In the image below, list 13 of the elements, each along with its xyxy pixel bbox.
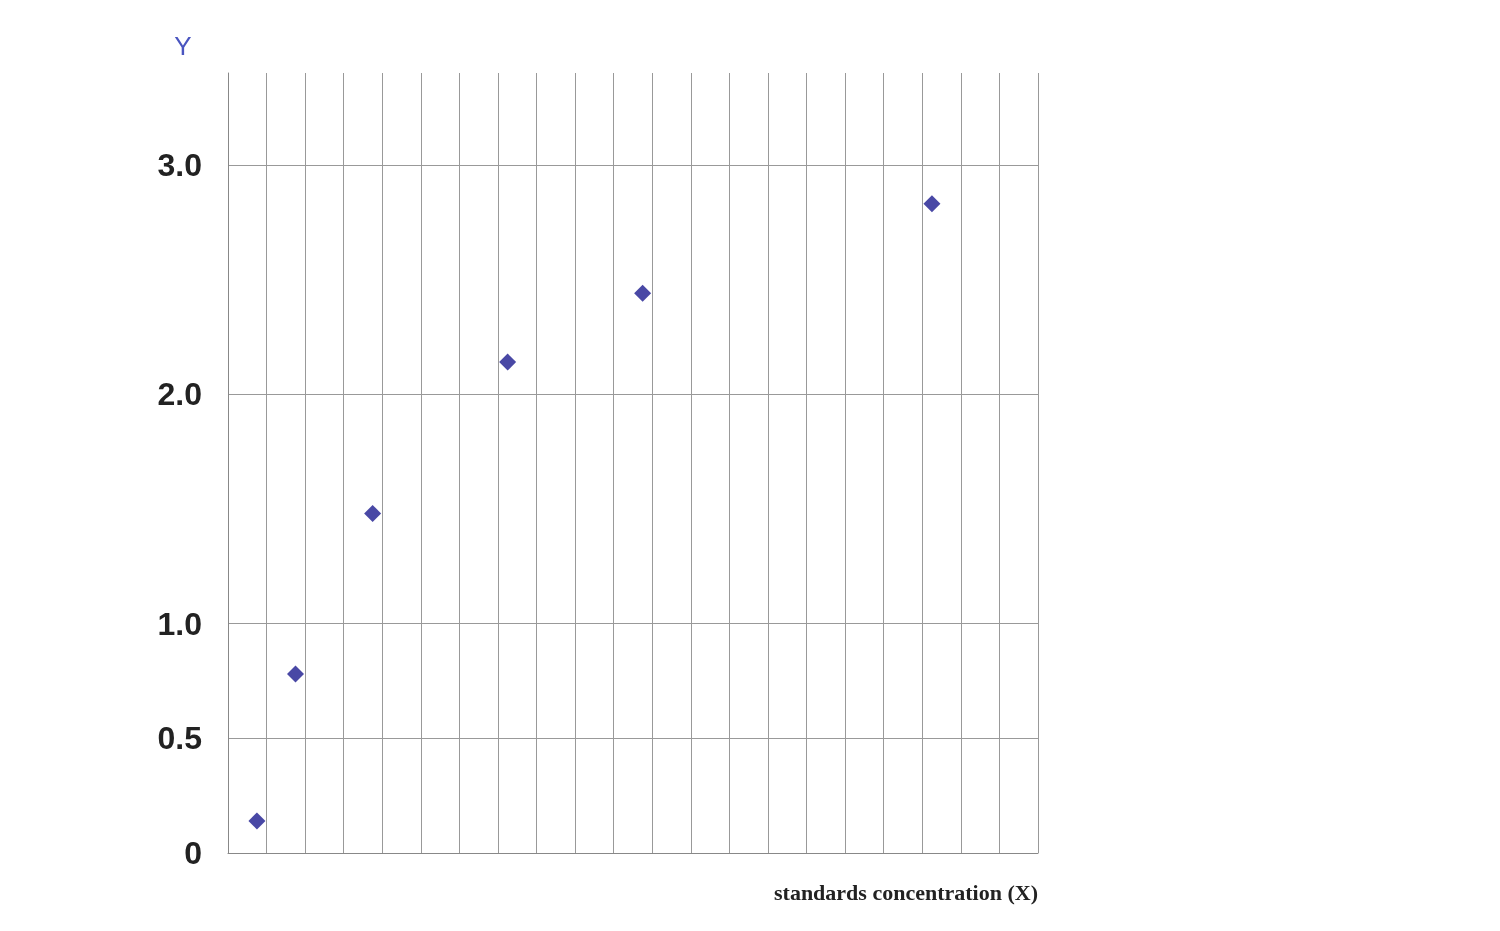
x-axis-title: standards concentration (X): [774, 879, 1038, 905]
point: [287, 665, 304, 683]
y-tick-label: 2.0: [157, 376, 202, 413]
point: [248, 812, 266, 830]
point: [923, 195, 941, 213]
point: [634, 284, 652, 302]
point: [364, 504, 382, 522]
point: [499, 353, 517, 371]
y-tick-label: 0.5: [157, 720, 202, 757]
y-tick-label: 3.0: [157, 146, 202, 183]
y-axis-title: Y: [174, 31, 192, 61]
y-tick-label: 0: [184, 835, 202, 871]
y-tick-label: 1.0: [157, 605, 202, 642]
